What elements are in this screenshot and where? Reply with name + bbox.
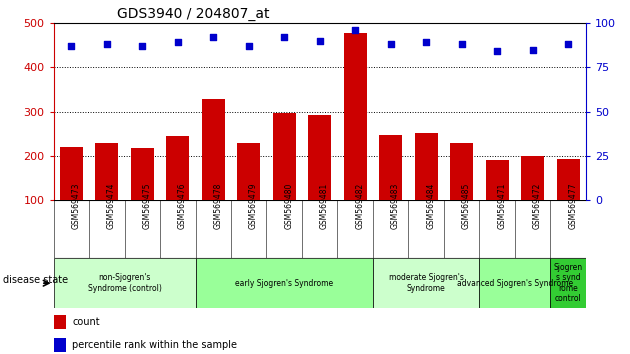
Point [457, 41, 467, 47]
Text: GSM569475: GSM569475 [142, 183, 151, 229]
Text: GSM569474: GSM569474 [106, 183, 116, 229]
Point [173, 40, 183, 45]
Text: GSM569476: GSM569476 [178, 183, 186, 229]
Bar [60, 147, 83, 244]
Point [101, 41, 112, 47]
Text: early Sjogren's Syndrome: early Sjogren's Syndrome [235, 279, 333, 288]
Text: Sjogren
s synd
rome
control: Sjogren s synd rome control [554, 263, 583, 303]
Bar [131, 148, 154, 244]
Bar [95, 143, 118, 244]
Bar [195, 258, 373, 308]
Point [279, 34, 289, 40]
Point [350, 27, 360, 33]
Text: GSM569480: GSM569480 [284, 183, 293, 229]
Bar [54, 258, 195, 308]
Text: GSM569471: GSM569471 [497, 183, 506, 229]
Point [208, 34, 218, 40]
Text: GSM569482: GSM569482 [355, 183, 364, 229]
Point [421, 40, 432, 45]
Text: GSM569473: GSM569473 [71, 183, 80, 229]
Point [66, 43, 76, 49]
Text: disease state: disease state [3, 275, 68, 285]
Bar [54, 338, 66, 352]
Bar [166, 136, 189, 244]
Point [386, 41, 396, 47]
Text: count: count [72, 317, 100, 327]
Text: GDS3940 / 204807_at: GDS3940 / 204807_at [117, 7, 270, 21]
Text: GSM569479: GSM569479 [249, 183, 258, 229]
Text: GSM569472: GSM569472 [532, 183, 542, 229]
Text: percentile rank within the sample: percentile rank within the sample [72, 340, 238, 350]
Bar [238, 143, 260, 244]
Text: GSM569477: GSM569477 [568, 183, 577, 229]
Bar [557, 159, 580, 244]
Bar [551, 258, 586, 308]
Text: GSM569484: GSM569484 [427, 183, 435, 229]
Bar [308, 115, 331, 244]
Text: GSM569478: GSM569478 [213, 183, 222, 229]
Point [137, 43, 147, 49]
Text: GSM569481: GSM569481 [320, 183, 329, 229]
Bar [54, 315, 66, 329]
Bar [379, 135, 402, 244]
Bar [486, 160, 508, 244]
Text: advanced Sjogren's Syndrome: advanced Sjogren's Syndrome [457, 279, 573, 288]
Bar [273, 113, 295, 244]
Point [244, 43, 254, 49]
Text: moderate Sjogren's
Syndrome: moderate Sjogren's Syndrome [389, 274, 464, 293]
Bar [373, 258, 479, 308]
Text: GSM569483: GSM569483 [391, 183, 399, 229]
Text: non-Sjogren's
Syndrome (control): non-Sjogren's Syndrome (control) [88, 274, 161, 293]
Point [492, 48, 502, 54]
Bar [450, 143, 473, 244]
Bar [344, 33, 367, 244]
Bar [521, 156, 544, 244]
Bar [202, 99, 225, 244]
Text: GSM569485: GSM569485 [462, 183, 471, 229]
Point [563, 41, 573, 47]
Point [315, 38, 325, 44]
Bar [479, 258, 551, 308]
Point [527, 47, 537, 52]
Bar [415, 133, 438, 244]
